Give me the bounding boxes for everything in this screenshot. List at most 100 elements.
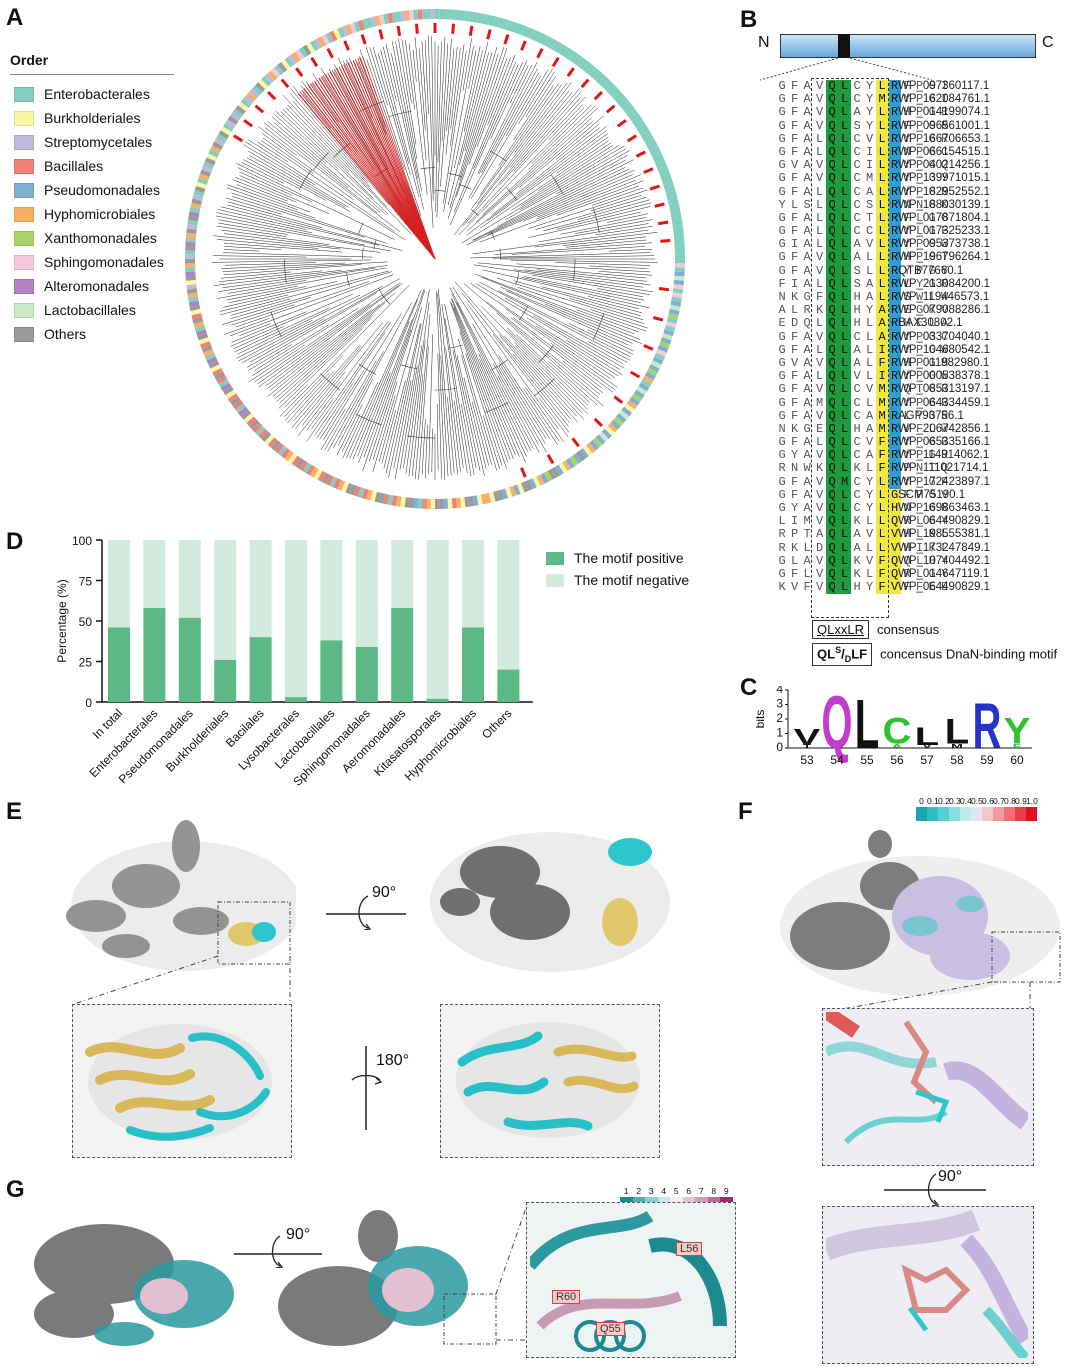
scale-label: 6 — [686, 1186, 692, 1196]
alignment-row: R P T A Q L A V L V H L K LWP_198555381.1 — [776, 527, 990, 542]
alignment-row: G F A V Q L S L L R Y P G YQTB77660.1 — [776, 264, 990, 278]
g-zoom-lines — [495, 1201, 529, 1341]
logo-letter: C — [883, 711, 912, 752]
d-ytick-label: 25 — [79, 656, 93, 670]
legend-negative-label: The motif negative — [574, 572, 690, 588]
accession-id: WP_196796264.1 — [898, 251, 991, 264]
d-bar-negative — [143, 540, 166, 609]
legend-swatch — [14, 206, 34, 222]
f-binding-site-bottom — [826, 1210, 1028, 1358]
alignment-row: G Y A V Q L C Y L H N P G RWP_169863463.1 — [776, 501, 990, 516]
legend-negative-swatch — [546, 573, 564, 587]
scale-swatch — [949, 807, 960, 821]
accession-id: WP_040214256.1 — [898, 159, 991, 172]
accession-id: WP_119446573.1 — [898, 291, 990, 303]
legend-swatch — [14, 230, 34, 246]
logo-position-label: 55 — [860, 753, 874, 767]
consensus-label: consensus — [876, 622, 940, 637]
alignment-row: G F A L Q L C C L R Y L G FWP_017325233.1 — [776, 224, 990, 239]
logo-letter-minor: F — [1013, 743, 1022, 749]
accession-id: WP_064490829.1 — [898, 581, 991, 594]
legend-label: Xanthomonadales — [44, 230, 157, 246]
accession-id: QTB77660.1 — [898, 264, 964, 277]
alignment-row: G F A M Q L C L M R Y P G RWP_064334459.1 — [776, 395, 991, 410]
scale-label: 0.6 — [982, 796, 994, 806]
logo-ytick: 2 — [776, 711, 783, 725]
n-terminus-label: N — [758, 34, 770, 51]
f-zoom-lines — [825, 981, 1031, 1013]
consensus-legend: QLxxLR consensus — [812, 620, 939, 639]
alignment-row: G L A V Q L K V F Q Q L H YWP_107404492.1 — [776, 554, 990, 568]
motif-region-marker — [838, 34, 850, 58]
e-rotation-90-label: 90° — [372, 884, 397, 901]
scale-label: 0.4 — [960, 796, 972, 806]
panel-letter-a: A — [6, 4, 24, 31]
e-domain-cartoon-left — [85, 1024, 272, 1141]
alignment-row: N K G E Q L H A M R V F L WWP_206742856.1 — [776, 421, 990, 437]
scale-label: 0.8 — [1004, 796, 1016, 806]
scale-label: 4 — [661, 1186, 667, 1196]
d-bar-positive — [108, 627, 130, 702]
alignment-row: G F A V Q L C L A R Y P G CWP_033704040.1 — [776, 330, 991, 344]
logo-position-label: 53 — [800, 753, 814, 767]
legend-label: Enterobacterales — [44, 86, 150, 102]
accession-id: WP_014199074.1 — [898, 106, 991, 119]
d-bar-negative — [462, 540, 484, 628]
scale-swatch — [1004, 807, 1015, 821]
scale-label: 8 — [711, 1186, 717, 1196]
rotation-axis-icon — [326, 895, 406, 930]
legend-title: Order — [10, 52, 49, 68]
accession-id: WP_033704040.1 — [898, 330, 991, 343]
d-bar-negative — [214, 540, 237, 660]
legend-item: Burkholderiales — [14, 106, 164, 130]
logo-letter: Q — [821, 686, 852, 764]
accession-id: WP_066154515.1 — [898, 145, 991, 158]
logo-ylabel: bits — [756, 710, 767, 729]
scale-swatch — [938, 807, 949, 821]
alignment-row: G F A L Q L A L I R Y P G WWP_104680542.1 — [776, 342, 990, 357]
accession-id: WP_064334459.1 — [898, 396, 991, 409]
panel-letter-b: B — [740, 6, 758, 33]
alignment-row: G V A V Q L A L F R H P G MWP_011982980.1 — [776, 355, 990, 371]
order-legend: Enterobacterales Burkholderiales Streptomy… — [14, 82, 164, 346]
legend-label: Others — [44, 326, 87, 342]
d-bar-positive — [426, 698, 449, 702]
alignment-row: G F A L Q L C T L R F L G GWP_017871804.1 — [776, 210, 990, 226]
logo-ytick: 0 — [776, 740, 783, 754]
accession-id: WP_166706653.1 — [898, 132, 991, 145]
scale-swatch — [960, 807, 971, 821]
panel-letter-e: E — [6, 798, 23, 825]
sequence-alignment: G F A V Q L C Y L R F P G IWP_097360117.1 G F A V Q L C Y M R Y P… — [776, 79, 991, 595]
accession-id: WP_173247849.1 — [898, 541, 991, 554]
accession-id: WP_182952552.1 — [898, 185, 991, 198]
dnan-box-sup: S — [835, 645, 842, 655]
protein-domain-bar — [780, 34, 1036, 58]
scale-swatch — [971, 807, 982, 821]
accession-id: WP_114914062.1 — [898, 449, 990, 462]
logo-letter: L — [915, 723, 939, 751]
alignment-row: G F A L Q L V L I R Y P G WWP_000538378.1 — [776, 369, 990, 384]
d-ylabel: Percentage (%) — [55, 579, 69, 662]
legend-swatch — [14, 302, 34, 318]
legend-swatch — [14, 254, 34, 270]
logo-position-label: 54 — [830, 753, 844, 767]
d-ytick-label: 75 — [79, 575, 93, 589]
alignment-row: G F A V Q L A Y L R H P G RWP_014199074.1 — [776, 106, 991, 120]
scale-swatch — [1015, 807, 1026, 821]
logo-position-label: 58 — [950, 753, 964, 767]
